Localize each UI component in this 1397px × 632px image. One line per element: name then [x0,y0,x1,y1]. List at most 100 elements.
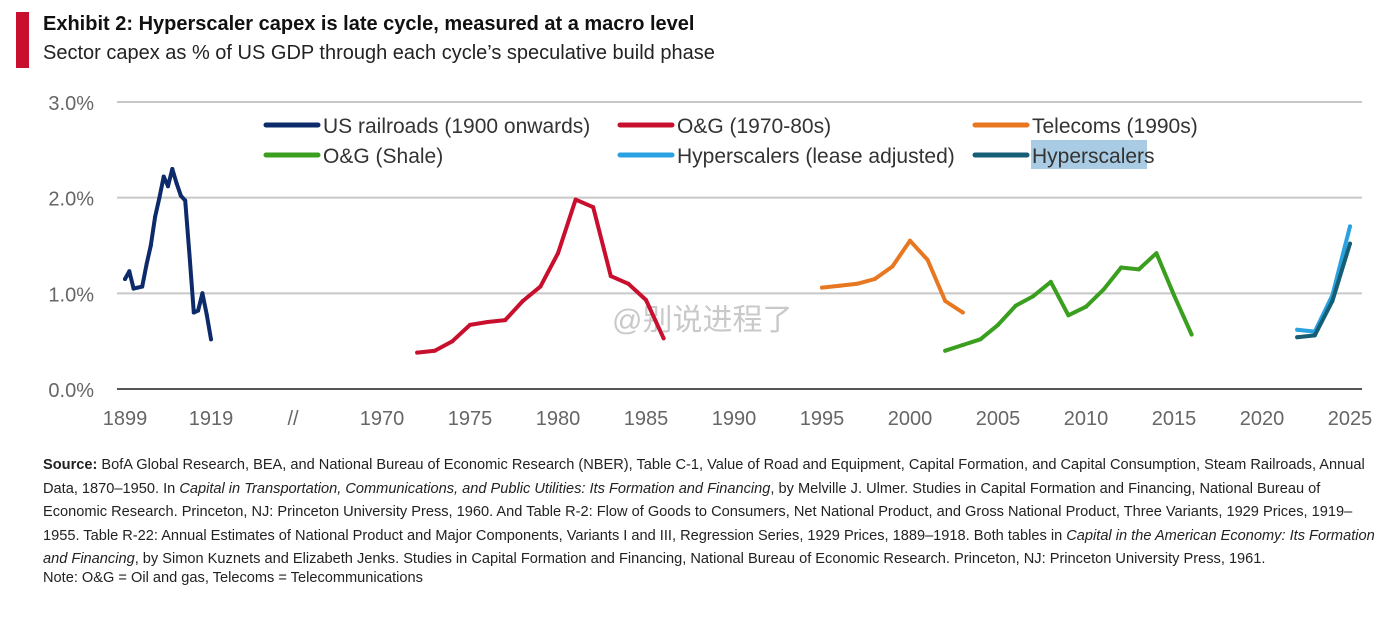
series-line [943,251,1194,353]
legend-item: O&G (1970-80s) [617,115,831,138]
series-point [196,308,201,313]
series-point [209,337,213,342]
x-tick-label: 1985 [624,408,669,430]
y-axis-ticks: 0.0% 1.0% 2.0% 3.0% [48,93,94,402]
x-tick-label: 2025 [1328,408,1373,430]
series-layer [123,167,1352,355]
x-tick-label: 2015 [1152,408,1197,430]
series-point [200,291,205,296]
series-point [626,281,631,286]
legend-item: Telecoms (1990s) [972,115,1198,138]
series-point [1295,335,1300,340]
legend-label: O&G (Shale) [323,145,443,168]
x-tick-label: 1970 [360,408,405,430]
series-point [1189,332,1194,337]
x-tick-label: 2010 [1064,408,1109,430]
series-point [191,310,196,315]
series-point [183,198,188,203]
axis-break-label: // [287,408,299,430]
series-point [1136,267,1141,272]
series-point [925,257,930,262]
series-point [890,264,895,269]
series-point [127,269,132,274]
series-point [978,337,983,342]
y-tick-label: 0.0% [48,380,94,402]
grid-layer [117,101,1362,390]
source-text-1: BofA Global Research, BEA, and National … [43,457,1365,497]
series-point [520,299,525,303]
line-chart: 0.0%1.0%2.0%3.0% 1899 1919//1970 1975 1980 1… [48,93,1373,430]
x-tick-label: 1995 [800,408,845,430]
y-tick-label: 3.0% [48,93,94,115]
series-point [131,286,136,291]
legend-label: US railroads (1900 onwards) [323,115,590,138]
series-point [538,284,543,289]
legend-item: Hyperscalers [972,140,1155,169]
series-point [415,350,420,355]
series-point [148,243,153,248]
series-point [166,184,170,189]
series-point [960,343,965,347]
x-tick-label: 2020 [1240,408,1285,430]
x-tick-label: 1980 [536,408,581,430]
accent-bar [16,12,29,68]
series-point [1348,241,1352,246]
series-point [140,284,145,289]
series-point [1312,333,1317,338]
series-point [1119,265,1124,270]
legend-item: O&G (Shale) [263,145,443,168]
legend-label: O&G (1970-80s) [677,115,831,138]
series-point [943,299,948,303]
legend-item: US railroads (1900 onwards) [263,115,590,138]
series-point [170,167,175,171]
x-tick-label: 1975 [448,408,493,430]
series-line [1295,224,1352,334]
footnote: Note: O&G = Oil and gas, Telecoms = Tele… [43,570,423,586]
series-point [1172,293,1176,298]
series-point [591,205,596,210]
series-point [1295,327,1300,332]
chart-title: Exhibit 2: Hyperscaler capex is late cyc… [43,13,695,35]
legend-label: Hyperscalers (lease adjusted) [677,145,955,168]
series-point [1013,303,1018,308]
series-point [187,253,192,258]
series-point [153,214,158,219]
series-point [157,195,162,200]
series-point [204,312,209,317]
series-point [450,339,455,344]
series-line [820,238,965,315]
series-point [644,298,648,302]
x-tick-label: 1899 [103,408,148,430]
text-selection-highlight [1031,140,1147,169]
y-tick-label: 2.0% [48,189,94,211]
chart-subtitle: Sector capex as % of US GDP through each… [43,42,715,64]
series-point [661,336,666,341]
series-point [996,322,1000,327]
series-point [855,281,860,286]
source-text-2: , by Melville J. Ulmer. Studies in Capit… [43,480,1353,544]
x-tick-label: 1990 [712,408,757,430]
series-point [1154,251,1159,256]
y-tick-label: 1.0% [48,284,94,306]
legend-label: Telecoms (1990s) [1032,115,1198,138]
source-label: Source: [43,457,98,473]
series-point [820,285,824,290]
series-point [432,348,437,353]
series-point [1084,304,1088,309]
series-point [1330,299,1335,303]
x-tick-label: 2005 [976,408,1021,430]
series-point [144,262,149,267]
series-point [837,283,842,288]
x-axis-ticks: 1899 1919 // 1970 1975 1980 1985 1990 1995 2000 20… [103,408,1373,430]
source-note: Source: BofA Global Research, BEA, and N… [43,454,1388,572]
series-point [943,348,948,353]
source-book-2: Capital in the American Economy: Its For… [43,527,1375,568]
series-point [573,197,578,202]
series-point [485,320,490,324]
series-point [503,318,508,323]
series-point [960,310,965,315]
series-point [908,238,912,243]
x-tick-label: 2000 [888,408,933,430]
legend: US railroads (1900 onwards) O&G (1970-80s… [263,115,1198,169]
series-point [468,322,472,327]
